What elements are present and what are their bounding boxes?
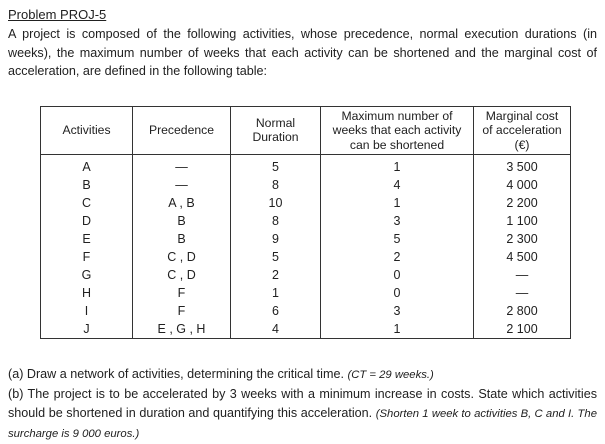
table-cell: 1 — [320, 154, 474, 176]
table-cell: E , G , H — [132, 320, 231, 339]
table-cell: C , D — [132, 266, 231, 284]
table-cell: F — [40, 248, 133, 266]
table-cell: 9 — [230, 230, 321, 248]
table-cell: D — [40, 212, 133, 230]
activities-table-body: A —5 1 3 500 B —8 4 4 000 C A , B 10 1 2 200 D B 8 3 1 10… — [40, 154, 571, 339]
column-header-normal-duration: Normal Duration — [230, 106, 321, 155]
table-cell: — — [473, 266, 571, 284]
table-cell: B — [40, 176, 133, 194]
table-cell: 10 — [230, 194, 321, 212]
table-cell: — — [132, 154, 231, 176]
table-cell: C — [40, 194, 133, 212]
table-cell: E — [40, 230, 133, 248]
table-row: B —8 4 4 000 — [40, 176, 571, 194]
question-a-note: (CT = 29 weeks.) — [347, 369, 434, 381]
table-cell: A , B — [132, 194, 231, 212]
table-cell: 2 — [230, 266, 321, 284]
table-cell: A — [40, 154, 133, 176]
table-cell: 4 500 — [473, 248, 571, 266]
column-header-precedence: Precedence — [132, 106, 231, 155]
table-cell: 0 — [320, 266, 474, 284]
table-cell: 8 — [230, 212, 321, 230]
intro-paragraph: A project is composed of the following a… — [8, 27, 597, 78]
table-cell: 8 — [230, 176, 321, 194]
question-b-note: (Shorten 1 week to activities B, C and I… — [8, 408, 597, 440]
table-cell: 4 — [320, 176, 474, 194]
table-cell: 2 800 — [473, 302, 571, 320]
column-header-marginal-cost: Marginal cost of acceleration (€) — [473, 106, 571, 155]
table-cell: J — [40, 320, 133, 339]
page-title: Problem PROJ-5 — [8, 7, 107, 22]
table-cell: — — [473, 284, 571, 302]
table-cell: B — [132, 212, 231, 230]
table-cell: 5 — [230, 154, 321, 176]
question-a-text: (a) Draw a network of activities, determ… — [8, 367, 348, 381]
table-cell: 2 200 — [473, 194, 571, 212]
table-cell: 3 — [320, 212, 474, 230]
table-cell: 0 — [320, 284, 474, 302]
table-cell: 3 — [320, 302, 474, 320]
table-cell: — — [132, 176, 231, 194]
table-cell: 3 500 — [473, 154, 571, 176]
table-cell: 2 300 — [473, 230, 571, 248]
question-a: (a) Draw a network of activities, determ… — [8, 365, 597, 385]
table-cell: 6 — [230, 302, 321, 320]
question-b: (b) The project is to be accelerated by … — [8, 385, 597, 444]
table-cell: 2 — [320, 248, 474, 266]
activities-table: Activities Precedence Normal Duration Ma… — [40, 105, 571, 339]
table-cell: F — [132, 284, 231, 302]
table-cell: F — [132, 302, 231, 320]
column-header-activities: Activities — [40, 106, 133, 155]
table-cell: 2 100 — [473, 320, 571, 339]
table-cell: I — [40, 302, 133, 320]
table-cell: G — [40, 266, 133, 284]
table-row: A —5 1 3 500 — [40, 154, 571, 176]
column-header-max-weeks-shortened: Maximum number of weeks that each activi… — [320, 106, 474, 155]
table-cell: 1 — [230, 284, 321, 302]
table-cell: H — [40, 284, 133, 302]
table-cell: 4 — [230, 320, 321, 339]
table-cell: B — [132, 230, 231, 248]
table-cell: 1 — [320, 320, 474, 339]
questions-section: (a) Draw a network of activities, determ… — [8, 365, 597, 444]
table-row: H F 1 0— — [40, 284, 571, 302]
table-cell: C , D — [132, 248, 231, 266]
table-cell: 1 — [320, 194, 474, 212]
table-cell: 1 100 — [473, 212, 571, 230]
table-cell: 5 — [320, 230, 474, 248]
table-header-row: Activities Precedence Normal Duration Ma… — [40, 106, 571, 155]
table-cell: 5 — [230, 248, 321, 266]
question-b-text: (b) The project is to be accelerated by … — [8, 387, 597, 420]
table-cell: 4 000 — [473, 176, 571, 194]
